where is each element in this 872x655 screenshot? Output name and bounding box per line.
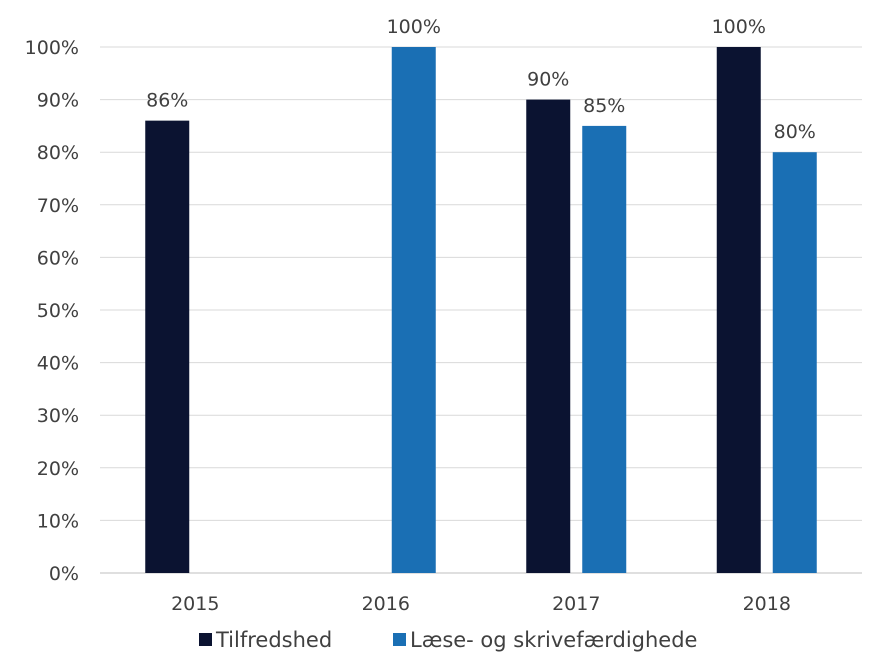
x-tick-label: 2017 (552, 593, 600, 615)
bar (526, 99, 571, 573)
y-tick-label: 0% (49, 563, 79, 585)
y-tick-label: 50% (37, 300, 79, 322)
data-label: 100% (387, 16, 441, 38)
bar (145, 120, 190, 573)
legend-swatch (393, 633, 406, 646)
y-tick-label: 10% (37, 510, 79, 532)
bar (582, 125, 627, 574)
y-tick-label: 40% (37, 353, 79, 375)
x-tick-label: 2018 (743, 593, 791, 615)
data-label: 80% (774, 121, 816, 143)
bar (716, 47, 761, 573)
legend: Tilfredshed Læse- og skrivefærdighede (199, 628, 697, 652)
legend-item: Læse- og skrivefærdighede (393, 628, 697, 652)
bar (772, 152, 817, 573)
y-tick-label: 20% (37, 458, 79, 480)
bars (145, 47, 817, 574)
y-tick-label: 100% (25, 37, 79, 59)
data-label: 90% (527, 69, 569, 91)
data-label: 86% (146, 90, 188, 112)
legend-swatch (199, 633, 212, 646)
legend-label: Tilfredshed (215, 628, 332, 652)
legend-label: Læse- og skrivefærdighede (410, 628, 697, 652)
x-axis-tick-labels: 2015 2016 2017 2018 (171, 593, 791, 615)
legend-item: Tilfredshed (199, 628, 332, 652)
y-tick-label: 30% (37, 405, 79, 427)
bar (391, 47, 436, 573)
data-labels: 86% 100% 90% 85% 100% 80% (146, 16, 816, 143)
x-tick-label: 2015 (171, 593, 219, 615)
y-tick-label: 90% (37, 90, 79, 112)
y-axis-tick-labels: 0% 10% 20% 30% 40% 50% 60% 70% 80% 90% 100% (25, 37, 79, 585)
data-label: 100% (712, 16, 766, 38)
y-tick-label: 80% (37, 142, 79, 164)
y-tick-label: 70% (37, 195, 79, 217)
y-tick-label: 60% (37, 247, 79, 269)
x-tick-label: 2016 (362, 593, 410, 615)
data-label: 85% (583, 95, 625, 117)
